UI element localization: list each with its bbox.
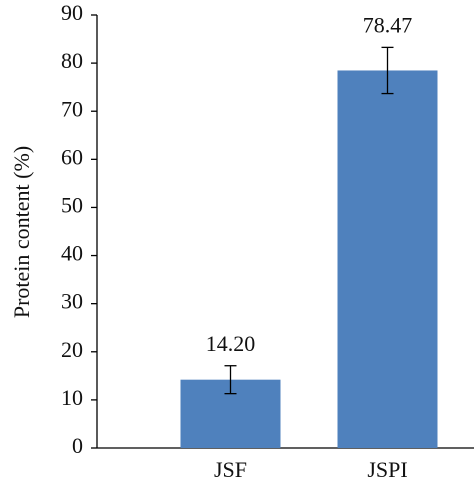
y-tick-label: 60 xyxy=(61,144,83,169)
y-tick-label: 20 xyxy=(61,337,83,362)
y-tick-label: 30 xyxy=(61,289,83,314)
y-tick-label: 10 xyxy=(61,385,83,410)
x-tick-label: JSF xyxy=(214,457,247,482)
bar xyxy=(337,70,438,449)
y-tick-label: 70 xyxy=(61,96,83,121)
x-tick-label: JSPI xyxy=(367,457,407,482)
value-label: 14.20 xyxy=(206,331,256,356)
y-axis-label: Protein content (%) xyxy=(9,146,34,318)
y-tick-label: 80 xyxy=(61,48,83,73)
y-tick-label: 50 xyxy=(61,192,83,217)
error-bar xyxy=(381,46,394,95)
y-tick-label: 40 xyxy=(61,241,83,266)
y-tick-label: 0 xyxy=(72,433,83,458)
value-label: 78.47 xyxy=(363,12,413,37)
y-tick-label: 90 xyxy=(61,0,83,25)
error-bar xyxy=(224,365,237,395)
